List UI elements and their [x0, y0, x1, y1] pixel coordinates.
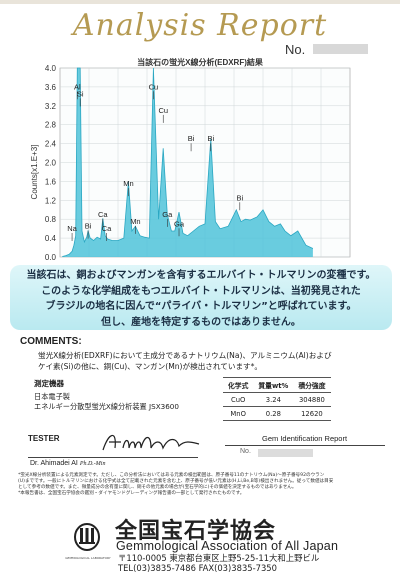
signer-title: Ph.D.-Min	[79, 461, 106, 467]
gem-identification-number-label: No.	[240, 448, 251, 455]
instrument-line-1: 日本電子製	[34, 392, 70, 401]
comments-heading: COMMENTS:	[20, 336, 82, 347]
table-cell: 3.24	[253, 392, 294, 407]
element-table-header: 化学式 質量wt% 積分強度	[223, 377, 331, 393]
banner-line-4: 但し、産地を特定するものではありません。	[101, 316, 301, 328]
conclusion-banner: 当該石は、銅およびマンガンを含有するエルバイト・トルマリンの変種です。 このよう…	[10, 265, 392, 330]
y-axis-label: Counts[x1.E+3]	[30, 145, 39, 200]
top-border	[0, 0, 400, 4]
signature	[102, 434, 200, 451]
y-tick-label: 3.2	[45, 102, 57, 111]
table-cell: MnO	[223, 406, 254, 421]
y-tick-label: 1.2	[45, 196, 57, 205]
element-table-header-cell: 化学式	[223, 377, 254, 393]
comments-body: 蛍光X線分析(EDXRF)において主成分であるナトリウム(Na)、アルミニウム(…	[38, 350, 383, 372]
peak-label: Al	[74, 82, 81, 91]
y-tick-label: 4.0	[45, 64, 57, 73]
table-cell: CuO	[223, 392, 254, 407]
comments-line-2: ケイ素(Si)の他に、銅(Cu)、マンガン(Mn)が検出されています*。	[38, 362, 263, 371]
peak-label: Ga	[174, 219, 185, 228]
gem-identification-label: Gem Identification Report	[262, 434, 348, 443]
association-phone-fax: TEL(03)3835-7486 FAX(03)3835-7350	[118, 563, 277, 573]
peak-label: Cu	[149, 82, 159, 91]
instrument-heading: 測定機器	[34, 379, 64, 388]
element-table-header-cell: 積分強度	[293, 377, 331, 393]
peak-label: Cu	[158, 106, 168, 115]
spectrum-area	[62, 68, 313, 257]
peak-label: Bi	[85, 222, 92, 231]
spectrum-line	[62, 67, 314, 257]
peak-label: Bi	[188, 134, 195, 143]
table-cell: 304880	[293, 392, 331, 407]
chart-title: 当該石の蛍光X線分析(EDXRF)結果	[137, 58, 263, 67]
table-cell: 0.28	[253, 406, 294, 421]
gem-identification-line	[225, 445, 385, 446]
report-number-redacted	[313, 44, 368, 54]
gem-identification-number-redacted	[258, 449, 313, 457]
footnotes: *蛍光X線分析装置による元素測定です。ただし、この分析法においてはある元素の検出…	[18, 473, 388, 497]
y-tick-label: 1.6	[45, 177, 57, 186]
association-address: 〒110-0005 東京都台東区上野5-25-11大和上野ビル	[118, 553, 320, 563]
peak-label: Mn	[130, 217, 140, 226]
table-cell: 12620	[293, 406, 331, 421]
signer-name: Dr. Ahimadei AI	[30, 460, 78, 467]
banner-line-3: ブラジルの地名に因んで“パライバ・トルマリン”と呼ばれています。	[45, 301, 357, 312]
peak-label: Mn	[123, 179, 133, 188]
logo-caption: GEMMOLOGICAL LABORATORY	[65, 556, 111, 560]
peak-label: Bi	[236, 193, 243, 202]
comments-line-1: 蛍光X線分析(EDXRF)において主成分であるナトリウム(Na)、アルミニウム(…	[38, 351, 332, 360]
footnote-line-4: *本報告書は、全国宝石学協会の鑑別・ダイヤモンドグレーディング報告書の一部として…	[18, 491, 245, 496]
y-tick-label: 2.0	[45, 159, 57, 168]
peak-label: Si	[77, 89, 84, 98]
footnote-line-3: として参考の数値です。また、微量成分の含有量に関し、銅その他元素の場合が(宝石学…	[18, 485, 297, 490]
tester-signer: Dr. Ahimadei AI Ph.D.-Min	[30, 460, 105, 467]
tester-label: TESTER	[28, 434, 60, 443]
instrument-body: 日本電子製 エネルギー分散型蛍光X線分析装置 JSX3600	[34, 392, 179, 412]
instrument-line-2: エネルギー分散型蛍光X線分析装置 JSX3600	[34, 402, 179, 411]
y-tick-label: 0.4	[45, 234, 57, 243]
association-logo	[74, 523, 100, 551]
y-tick-label: 2.4	[45, 140, 57, 149]
y-tick-label: 2.8	[45, 121, 57, 130]
y-tick-label: 0.0	[45, 253, 57, 262]
report-title: Analysis Report	[72, 8, 328, 43]
tester-signature-line	[28, 457, 198, 458]
banner-line-2: このような化学組成をもつエルバイト・トルマリンは、当初発見された	[41, 285, 361, 297]
peak-label: Bi	[207, 134, 214, 143]
element-table-header-cell: 質量wt%	[253, 377, 294, 393]
y-tick-label: 3.6	[45, 83, 57, 92]
report-number-label: No.	[285, 42, 306, 57]
y-tick-labels: 0.0 0.4 0.8 1.2 1.6 2.0 2.4 2.8 3.2 3.6 4.0	[45, 64, 57, 262]
peak-label: Ga	[162, 210, 173, 219]
footnote-line-1: *蛍光X線分析装置による元素測定です。ただし、この分析法においてはある元素の検出…	[18, 473, 325, 478]
association-name-jp: 全国宝石学協会	[115, 519, 277, 544]
peak-label: Ca	[102, 224, 112, 233]
peak-label: Ca	[98, 210, 108, 219]
table-row: MnO 0.28 12620	[223, 406, 331, 421]
banner-line-1: 当該石は、銅およびマンガンを含有するエルバイト・トルマリンの変種です。	[26, 270, 376, 281]
association-name-en: Gemmological Association of All Japan	[116, 539, 339, 553]
peak-label: Na	[67, 224, 77, 233]
y-tick-label: 0.8	[45, 215, 57, 224]
footnote-line-2: (U)までです。一般にトルマリンにおける化学式は全て記載された元素を含む上、原子…	[18, 479, 334, 484]
element-table: 化学式 質量wt% 積分強度 CuO 3.24 304880 MnO 0.28 …	[223, 377, 331, 421]
table-row: CuO 3.24 304880	[223, 392, 331, 407]
